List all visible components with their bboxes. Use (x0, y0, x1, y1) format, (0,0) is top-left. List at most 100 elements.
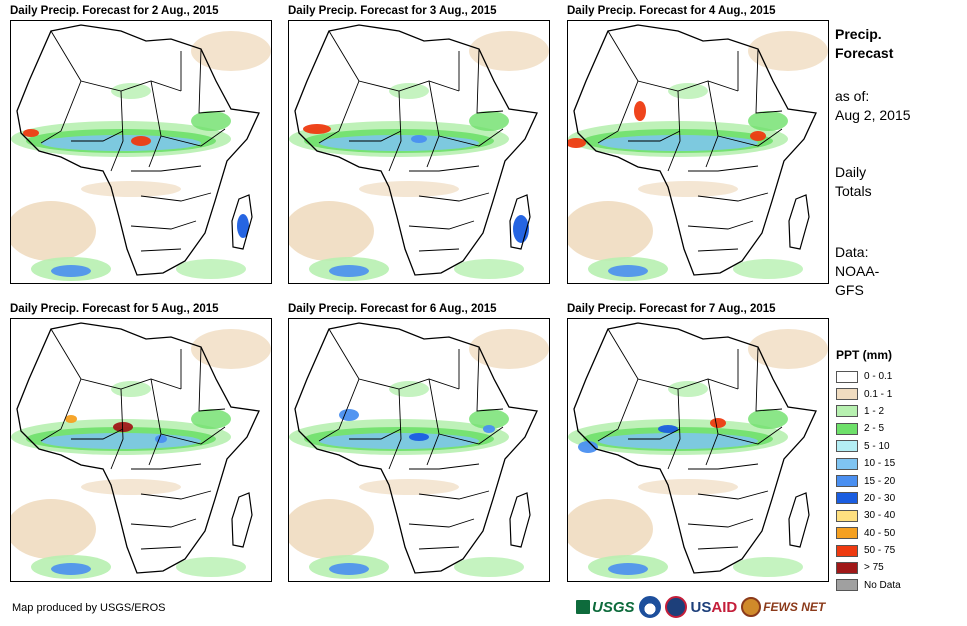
precip-area (11, 499, 96, 559)
legend-label: 40 - 50 (864, 527, 896, 539)
country-border (40, 378, 82, 442)
madagascar-outline (231, 194, 253, 250)
africa-map (11, 322, 271, 579)
madagascar-outline (509, 194, 531, 250)
precip-map (567, 318, 829, 582)
country-border (349, 130, 402, 142)
precip-area (469, 329, 549, 369)
legend-swatch (836, 475, 858, 488)
precip-map (288, 20, 550, 284)
legend-swatch (836, 509, 858, 522)
country-border (476, 346, 504, 412)
precip-area (668, 381, 708, 397)
precip-area (638, 479, 738, 495)
country-border (438, 128, 504, 147)
legend-item: 5 - 10 (836, 438, 901, 455)
legend-item: 20 - 30 (836, 490, 901, 507)
precip-area (11, 201, 96, 261)
forecast-panel-aug-2: Daily Precip. Forecast for 2 Aug., 2015 (10, 5, 272, 284)
country-border (667, 90, 681, 172)
country-border (130, 518, 197, 528)
country-border (717, 128, 783, 147)
legend-item: 1 - 2 (836, 403, 901, 420)
precip-map (288, 318, 550, 582)
precip-area (155, 435, 167, 443)
precip-area (81, 479, 181, 495)
forecast-panel-aug-6: Daily Precip. Forecast for 6 Aug., 2015 (288, 303, 550, 582)
usgs-logo: USGS (576, 599, 635, 616)
legend-label: 2 - 5 (864, 423, 885, 435)
africa-map (568, 322, 828, 579)
legend-label: 1 - 2 (864, 405, 885, 417)
country-border (318, 378, 360, 442)
legend-swatch (836, 422, 858, 435)
precip-area (81, 181, 181, 197)
coastline (294, 322, 538, 574)
precip-area (598, 135, 758, 151)
country-border (697, 248, 739, 252)
precip-area (111, 381, 151, 397)
precip-area (733, 557, 803, 577)
fews-globe-icon (741, 597, 762, 617)
precip-area (41, 433, 201, 449)
precip-area (748, 111, 788, 131)
panel-title: Daily Precip. Forecast for 3 Aug., 2015 (288, 5, 497, 17)
legend-swatch (836, 561, 858, 574)
usaid-logo: USAID (690, 598, 738, 616)
country-border (198, 48, 226, 114)
country-border (408, 220, 475, 230)
precip-area (237, 214, 249, 238)
country-border (687, 220, 754, 230)
country-border (388, 90, 402, 172)
legend-label: 30 - 40 (864, 510, 896, 522)
precip-area (389, 83, 429, 99)
precip-area (469, 111, 509, 131)
precip-area (191, 409, 231, 429)
country-border (697, 546, 739, 550)
precip-area (329, 563, 369, 575)
legend-swatch (836, 388, 858, 401)
coastline (16, 24, 260, 276)
precip-area (469, 31, 549, 71)
precip-area (748, 409, 788, 429)
precip-area (191, 111, 231, 131)
legend-swatch (836, 527, 858, 540)
precip-area (411, 135, 427, 143)
legend-title: PPT (mm) (836, 348, 893, 362)
legend-label: 10 - 15 (864, 458, 896, 470)
country-border (388, 388, 402, 470)
country-border (110, 388, 124, 470)
legend: 0 - 0.1 0.1 - 1 1 - 2 2 - 5 5 - 10 10 - 15 15 … (836, 368, 901, 594)
country-border (697, 192, 769, 202)
legend-item: 0.1 - 1 (836, 385, 901, 402)
panel-title: Daily Precip. Forecast for 5 Aug., 2015 (10, 303, 219, 315)
product-title: Precip. Forecast (835, 26, 894, 61)
madagascar-outline (231, 492, 253, 548)
country-border (131, 165, 202, 172)
legend-label: 20 - 30 (864, 492, 896, 504)
precip-area (608, 265, 648, 277)
precip-area (568, 138, 586, 148)
data-source: Data: NOAA- GFS (835, 244, 880, 298)
legend-label: 0.1 - 1 (864, 388, 893, 400)
legend-item: 40 - 50 (836, 525, 901, 542)
logo-strip: USGS USAID FEWS NET (576, 594, 825, 620)
africa-map (11, 24, 271, 281)
precip-map (10, 318, 272, 582)
precip-area (454, 259, 524, 279)
precip-area (634, 101, 646, 121)
legend-label: 0 - 0.1 (864, 371, 893, 383)
precip-area (638, 181, 738, 197)
usaid-seal-icon (664, 596, 687, 618)
precip-area (668, 83, 708, 99)
country-border (418, 248, 460, 252)
precip-area (598, 433, 758, 449)
precip-area (469, 409, 509, 429)
map-credit: Map produced by USGS/EROS (12, 602, 166, 614)
legend-item: 30 - 40 (836, 507, 901, 524)
country-border (418, 490, 490, 500)
country-border (130, 220, 197, 230)
precip-area (658, 425, 678, 433)
country-border (409, 165, 480, 172)
precip-area (41, 135, 201, 151)
